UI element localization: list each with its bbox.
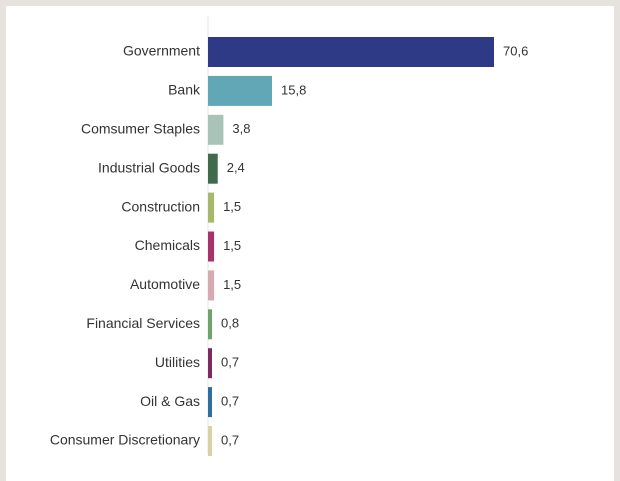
- category-label: Oil & Gas: [140, 393, 200, 409]
- category-label: Comsumer Staples: [81, 121, 200, 137]
- bars-group: Government 70,6 Bank 15,8 Comsumer Staples 3,…: [50, 37, 528, 456]
- value-label: 15,8: [281, 82, 306, 97]
- value-label: 0,7: [221, 432, 239, 447]
- category-label: Bank: [168, 82, 201, 98]
- bar: [208, 426, 212, 456]
- bar: [208, 37, 494, 67]
- category-label: Utilities: [155, 354, 200, 370]
- category-label: Industrial Goods: [98, 159, 200, 175]
- category-label: Automotive: [130, 276, 200, 292]
- bar: [208, 114, 224, 145]
- value-label: 1,5: [223, 199, 241, 214]
- bar: [208, 387, 212, 418]
- bar: [208, 348, 212, 379]
- value-label: 2,4: [227, 160, 245, 175]
- value-label: 0,7: [221, 355, 239, 370]
- bar: [208, 231, 215, 262]
- bar: [208, 153, 218, 184]
- value-label: 0,8: [221, 316, 239, 331]
- bar: [208, 75, 273, 106]
- value-label: 70,6: [503, 43, 528, 58]
- chart-panel: Government 70,6 Bank 15,8 Comsumer Staples 3,…: [6, 6, 614, 481]
- bar: [208, 270, 215, 301]
- category-label: Government: [123, 43, 200, 59]
- category-label: Chemicals: [135, 237, 200, 253]
- category-label: Consumer Discretionary: [50, 432, 200, 448]
- bar-chart: Government 70,6 Bank 15,8 Comsumer Staples 3,…: [50, 16, 528, 456]
- value-label: 1,5: [223, 238, 241, 253]
- value-label: 1,5: [223, 277, 241, 292]
- category-label: Financial Services: [86, 315, 200, 331]
- value-label: 3,8: [232, 121, 250, 136]
- bar: [208, 192, 215, 223]
- bar: [208, 309, 212, 340]
- category-label: Construction: [121, 198, 200, 214]
- value-label: 0,7: [221, 394, 239, 409]
